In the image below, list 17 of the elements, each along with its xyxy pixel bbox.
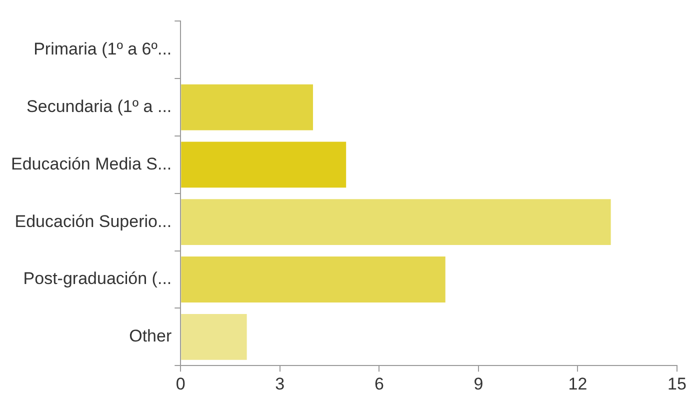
y-tick-label: Secundaria (1º a ... — [26, 96, 172, 116]
bar — [181, 142, 346, 188]
y-tick-label: Post-graduación (... — [23, 269, 172, 288]
bar — [181, 199, 611, 246]
x-tick-label: 15 — [668, 374, 686, 394]
y-tick-label: Other — [129, 326, 172, 346]
y-tick-label: Educación Media S... — [10, 154, 172, 174]
x-tick-label: 6 — [374, 374, 384, 394]
y-tick-label: Primaria (1º a 6º... — [34, 40, 172, 59]
bar — [181, 84, 314, 130]
x-tick-label: 9 — [474, 374, 484, 394]
x-tick-label: 3 — [275, 374, 285, 394]
x-tick-label: 0 — [176, 374, 186, 394]
bar — [181, 314, 247, 360]
x-tick-label: 12 — [568, 374, 588, 394]
bar — [181, 256, 446, 302]
y-tick-label: Educación Superio... — [14, 212, 172, 231]
